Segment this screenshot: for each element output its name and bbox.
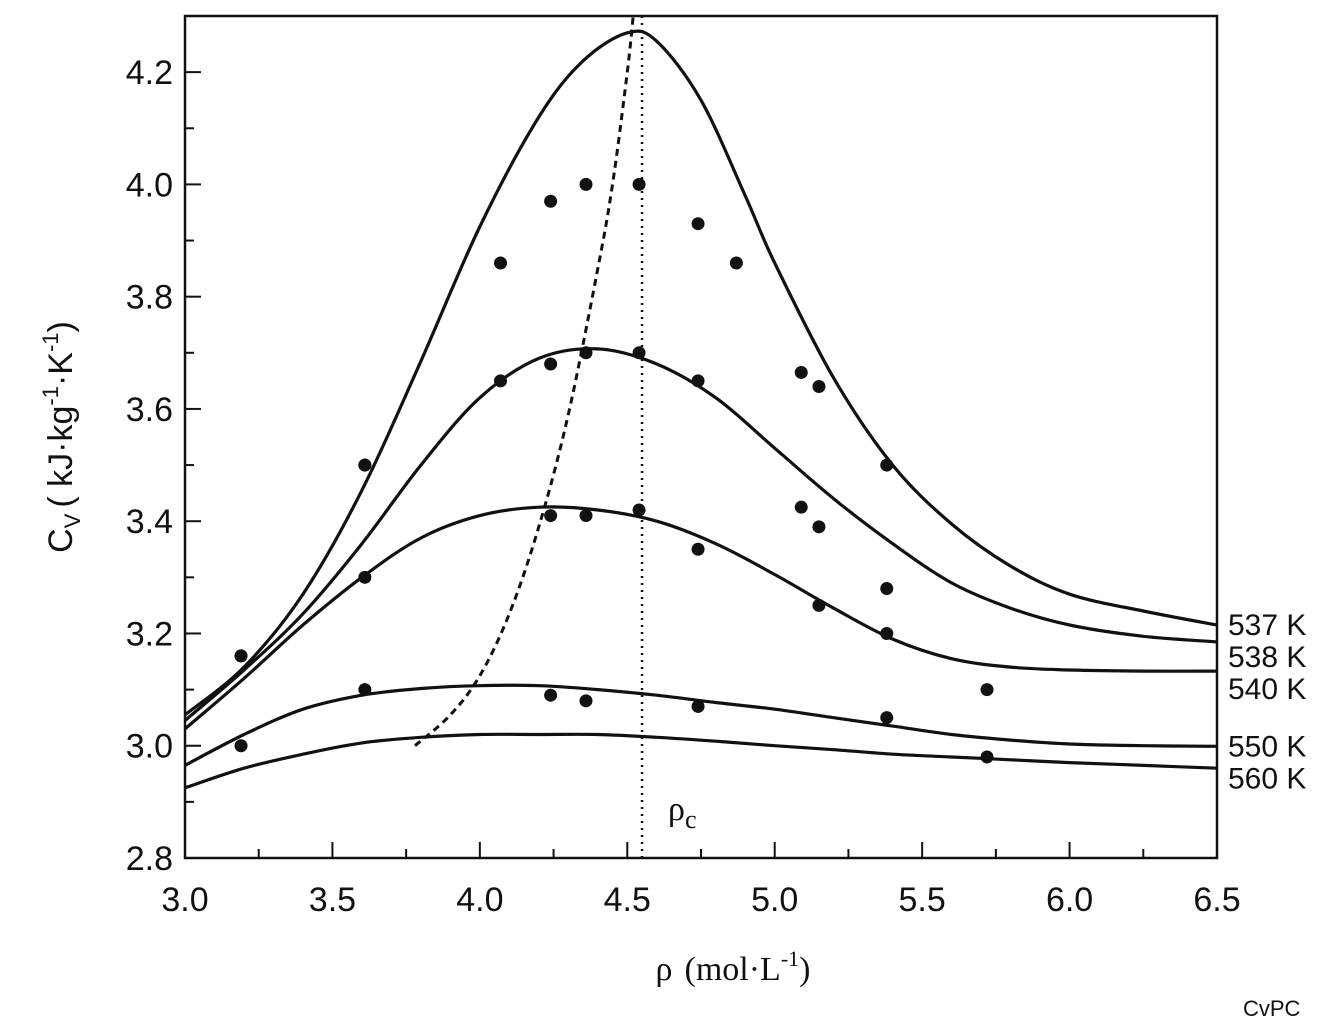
data-point — [234, 649, 248, 663]
x-tick-label: 5.0 — [751, 881, 798, 919]
y-tick-label: 3.0 — [126, 728, 173, 766]
data-point — [794, 365, 808, 379]
data-point — [880, 711, 894, 725]
data-point — [691, 374, 705, 388]
data-point — [358, 570, 372, 584]
y-tick-label: 3.6 — [126, 391, 173, 429]
data-point — [493, 374, 507, 388]
series-label: 540 K — [1228, 673, 1306, 706]
data-point — [544, 357, 558, 371]
data-point — [579, 346, 593, 360]
x-tick-label: 4.0 — [456, 881, 503, 919]
data-point — [632, 503, 646, 517]
data-point — [880, 626, 894, 640]
plot-frame — [183, 14, 1219, 860]
series-label: 538 K — [1228, 641, 1306, 674]
series-label: 550 K — [1228, 730, 1306, 763]
series-curve — [184, 683, 1218, 767]
x-tick-label: 3.5 — [309, 881, 356, 919]
data-point — [579, 509, 593, 523]
x-tick-label: 6.0 — [1046, 881, 1093, 919]
x-tick-label: 3.0 — [161, 881, 208, 919]
y-tick-label: 3.8 — [126, 279, 173, 317]
data-point — [544, 688, 558, 702]
data-point — [493, 256, 507, 270]
series-curve — [184, 732, 1218, 790]
data-point — [980, 683, 994, 697]
series-538-k — [183, 346, 1218, 722]
axes: 3.0 3.5 4.0 4.5 5.0 5.5 6.0 6.5 2.83.03.23.43.6… — [126, 14, 1241, 919]
data-point — [980, 750, 994, 764]
series-curve — [183, 29, 1218, 717]
series-537-k — [183, 29, 1218, 717]
series-label: 537 K — [1228, 609, 1306, 642]
data-point — [632, 346, 646, 360]
data-point — [691, 542, 705, 556]
series-550-k — [184, 683, 1218, 767]
data-point — [729, 256, 743, 270]
data-point — [632, 177, 646, 191]
data-point — [691, 699, 705, 713]
corner-text: CvPC — [1243, 996, 1301, 1016]
dashed-curve — [414, 15, 635, 747]
x-tick-label: 5.5 — [899, 881, 946, 919]
data-point — [544, 194, 558, 208]
y-tick-label: 4.0 — [126, 166, 173, 204]
y-tick-label: 2.8 — [126, 840, 173, 878]
y-tick-label: 4.2 — [126, 54, 173, 92]
data-point — [579, 177, 593, 191]
data-point — [880, 458, 894, 472]
data-point — [812, 520, 826, 534]
series-curve — [183, 505, 1218, 731]
series-curve — [183, 347, 1218, 722]
data-point — [358, 683, 372, 697]
data-point — [880, 582, 894, 596]
series-label: 560 K — [1228, 762, 1306, 795]
critical-density-label: ρc — [668, 791, 697, 834]
y-tick-label: 3.2 — [126, 615, 173, 653]
data-point — [358, 458, 372, 472]
x-ticks: 3.0 3.5 4.0 4.5 5.0 5.5 6.0 6.5 — [161, 842, 1241, 919]
series-group — [183, 29, 1218, 790]
x-tick-label: 4.5 — [604, 881, 651, 919]
x-axis-title: ρ (mol·L-1) — [656, 946, 811, 988]
y-axis-title: CV( kJ·kg-1·K-1) — [38, 321, 85, 553]
data-point — [234, 739, 248, 753]
data-point — [691, 217, 705, 231]
data-point — [812, 379, 826, 393]
x-tick-label: 6.5 — [1193, 881, 1240, 919]
series-560-k — [184, 732, 1218, 790]
y-tick-label: 3.4 — [126, 503, 173, 541]
dashed-curve-group — [414, 15, 635, 747]
y-ticks: 2.8 3.0 3.2 3.4 3.6 3.8 4.0 4.2 — [126, 15, 201, 878]
data-point — [579, 694, 593, 708]
data-point — [544, 509, 558, 523]
data-point — [794, 500, 808, 514]
data-point — [812, 598, 826, 612]
series-540-k — [183, 500, 1218, 731]
